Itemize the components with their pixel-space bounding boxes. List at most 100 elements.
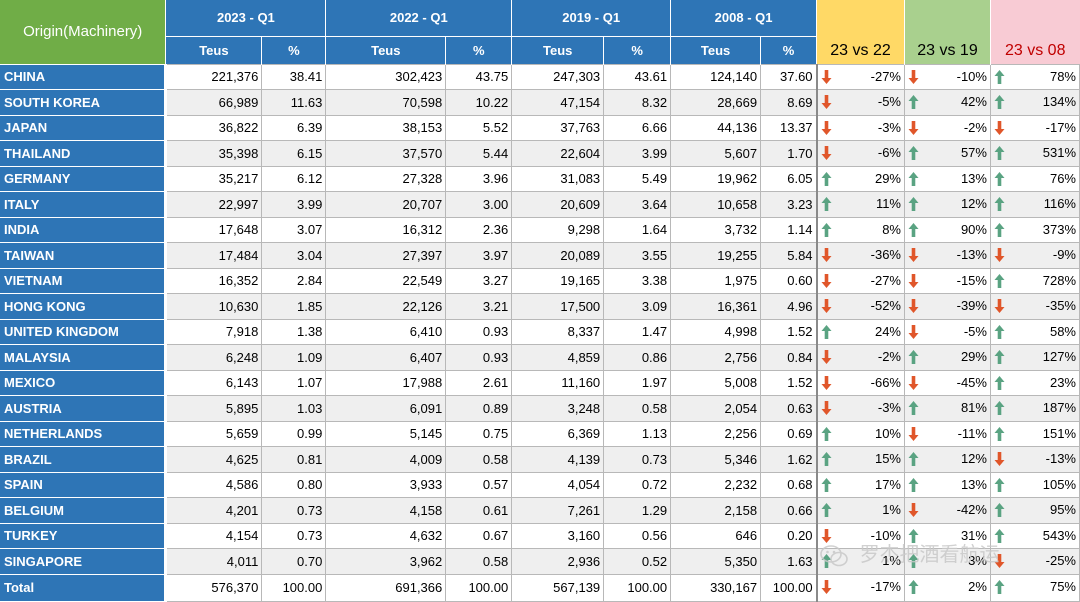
change-value: 15% [874,450,901,466]
pct-cell: 5.52 [445,114,513,141]
change-cell: 12% [904,445,991,473]
change-cell: -3% [816,394,905,422]
change-cell: -10% [904,63,991,90]
pct-cell: 3.04 [261,241,327,269]
table-row: BRAZIL 4,625 0.81 4,009 0.58 4,139 0.73 5,346 1.… [0,445,1080,473]
pct-cell: 3.23 [760,190,818,218]
change-cell: -17% [989,114,1080,141]
teus-cell: 8,337 [511,318,605,345]
change-cell: -27% [816,63,905,90]
teus-cell: 17,648 [165,216,263,243]
table-row: BELGIUM 4,201 0.73 4,158 0.61 7,261 1.29 2,158 0… [0,496,1080,524]
origin-cell: BRAZIL [0,445,168,472]
pct-cell: 3.21 [445,292,513,320]
table-row: TAIWAN 17,484 3.04 27,397 3.97 20,089 3.55 19,2… [0,241,1080,269]
arrow-down-icon [821,400,832,415]
arrow-up-icon [821,196,832,211]
arrow-up-icon [994,94,1005,109]
pct-cell: 0.67 [445,522,513,549]
arrow-down-icon [821,69,832,84]
arrow-down-icon [821,273,832,288]
table-row: INDIA 17,648 3.07 16,312 2.36 9,298 1.64 3,732 1… [0,216,1080,243]
pct-cell: 11.63 [261,88,327,116]
compare-header-23-vs-22: 23 vs 22 [816,0,905,64]
arrow-up-icon [908,94,919,109]
change-value: 105% [1042,476,1076,492]
arrow-down-icon [994,451,1005,466]
change-cell: 57% [904,139,991,167]
pct-cell: 13.37 [760,114,818,141]
change-cell: 543% [989,522,1080,549]
arrow-up-icon [994,222,1005,237]
pct-cell: 10.22 [445,88,513,116]
arrow-up-icon [908,145,919,160]
origin-cell: NETHERLANDS [0,420,168,446]
pct-cell: 3.07 [261,216,327,243]
change-value: 10% [874,425,901,441]
teus-cell: 10,658 [670,190,762,218]
pct-cell: 1.03 [261,394,327,422]
teus-cell: 31,083 [511,165,605,192]
teus-cell: 7,261 [511,496,605,524]
change-cell: -66% [816,369,905,396]
arrow-up-icon [821,324,832,339]
change-value: 81% [960,399,987,415]
arrow-up-icon [994,69,1005,84]
change-cell: -25% [989,547,1080,575]
teus-cell: 19,962 [670,165,762,192]
change-cell: 10% [816,420,905,447]
change-cell: 12% [904,190,991,218]
teus-cell: 247,303 [511,63,605,90]
period-header-2008: 2008 - Q1 [670,0,817,37]
arrow-down-icon [821,375,832,390]
teus-cell: 221,376 [165,63,263,90]
arrow-up-icon [908,196,919,211]
teus-cell: 4,158 [325,496,447,524]
table-row: JAPAN 36,822 6.39 38,153 5.52 37,763 6.66 44,13… [0,114,1080,141]
teus-cell: 7,918 [165,318,263,345]
teus-cell: 22,126 [325,292,447,320]
change-value: 127% [1042,348,1076,364]
table-row: Total 576,370 100.00 691,366 100.00 567,139 10… [0,573,1080,602]
table-row: MEXICO 6,143 1.07 17,988 2.61 11,160 1.97 5,008… [0,369,1080,396]
pct-cell: 2.84 [261,267,327,294]
teus-cell: 3,160 [511,522,605,549]
pct-cell: 0.99 [261,420,327,447]
teus-cell: 3,248 [511,394,605,422]
change-value: -5% [963,323,987,339]
table-row: SPAIN 4,586 0.80 3,933 0.57 4,054 0.72 2,232 0.6… [0,471,1080,498]
pct-cell: 3.96 [445,165,513,192]
table-row: GERMANY 35,217 6.12 27,328 3.96 31,083 5.49 19,… [0,165,1080,192]
change-value: 728% [1042,272,1076,288]
teus-cell: 35,398 [165,139,263,167]
pct-cell: 1.47 [603,318,672,345]
change-cell: -13% [904,241,991,269]
teus-cell: 70,598 [325,88,447,116]
change-cell: -36% [816,241,905,269]
change-value: -13% [1045,450,1076,466]
change-cell: 29% [816,165,905,192]
table-row: UNITED KINGDOM 7,918 1.38 6,410 0.93 8,337 1.4… [0,318,1080,345]
teus-cell: 2,158 [670,496,762,524]
teus-cell: 35,217 [165,165,263,192]
pct-cell: 1.14 [760,216,818,243]
teus-header: Teus [325,36,446,64]
teus-cell: 4,998 [670,318,762,345]
arrow-up-icon [994,579,1005,594]
period-header-2023: 2023 - Q1 [165,0,326,37]
teus-cell: 27,328 [325,165,447,192]
table-row: HONG KONG 10,630 1.85 22,126 3.21 17,500 3.09 1… [0,292,1080,320]
arrow-down-icon [908,324,919,339]
change-value: 116% [1043,195,1076,211]
change-value: 13% [960,476,987,492]
teus-cell: 4,632 [325,522,447,549]
pct-cell: 1.62 [760,445,818,473]
teus-cell: 5,008 [670,369,762,396]
pct-cell: 0.73 [603,445,672,473]
pct-cell: 1.52 [760,318,818,345]
table-row: SOUTH KOREA 66,989 11.63 70,598 10.22 47,154 8… [0,88,1080,116]
arrow-down-icon [994,120,1005,135]
origin-cell: GERMANY [0,165,168,191]
change-cell: 3% [904,547,991,575]
